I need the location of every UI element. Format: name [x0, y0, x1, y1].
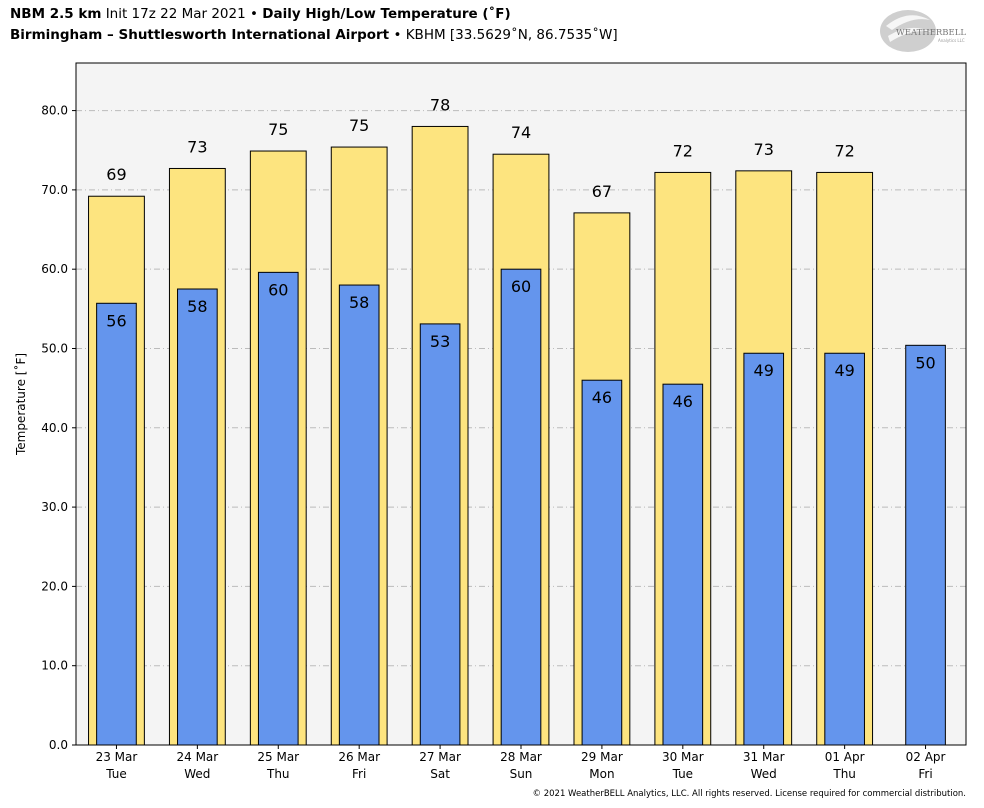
low-bar [96, 302, 137, 746]
x-tick-label-date: 02 Apr [906, 750, 946, 764]
station-name: Birmingham – Shuttlesworth International… [10, 27, 390, 43]
low-bar [257, 271, 299, 746]
low-label: 56 [106, 311, 126, 330]
high-label: 78 [430, 95, 450, 114]
x-tick-label-day: Mon [589, 767, 614, 781]
low-bar [824, 352, 865, 746]
low-label: 58 [187, 297, 207, 316]
header-line-1: NBM 2.5 km Init 17z 22 Mar 2021 • Daily … [10, 6, 511, 22]
chart-title: Daily High/Low Temperature (˚F) [262, 6, 511, 22]
low-label: 49 [834, 361, 854, 380]
separator: • [393, 27, 402, 43]
x-tick-label-date: 23 Mar [96, 750, 138, 764]
high-label: 72 [834, 141, 854, 160]
low-label: 60 [268, 280, 288, 299]
weatherbell-logo: WEATHERBELL Analytics LLC [880, 10, 966, 52]
low-bar [905, 344, 946, 746]
low-bar [500, 268, 542, 746]
high-label: 69 [106, 165, 126, 184]
logo-subtext: Analytics LLC [938, 38, 965, 43]
low-bar [581, 379, 623, 746]
low-bar [419, 323, 461, 746]
low-label: 58 [349, 293, 369, 312]
x-tick-label-date: 29 Mar [581, 750, 623, 764]
logo-text: WEATHERBELL [896, 28, 966, 38]
init-time: Init 17z 22 Mar 2021 [105, 6, 246, 22]
x-tick-label-day: Sun [510, 767, 533, 781]
low-label: 50 [915, 353, 935, 372]
x-tick-label-day: Fri [918, 767, 932, 781]
x-tick-label-date: 24 Mar [176, 750, 218, 764]
low-label: 49 [754, 361, 774, 380]
model-name: NBM 2.5 km [10, 6, 102, 22]
x-tick-label-date: 27 Mar [419, 750, 461, 764]
high-label: 74 [511, 123, 531, 142]
x-tick-label-day: Fri [352, 767, 366, 781]
low-bar [662, 383, 704, 746]
low-bar [338, 284, 380, 746]
y-tick-label: 30.0 [41, 500, 68, 514]
x-tick-label-date: 28 Mar [500, 750, 542, 764]
y-tick-label: 20.0 [41, 579, 68, 593]
high-label: 73 [754, 140, 774, 159]
x-tick-label-day: Wed [184, 767, 210, 781]
low-label: 46 [592, 388, 612, 407]
data-labels: 69 56 73 58 75 60 75 58 78 53 74 60 67 46 72 46 73 49 72 49… [106, 95, 935, 411]
y-tick-label: 10.0 [41, 659, 68, 673]
high-label: 67 [592, 182, 612, 201]
x-tick-label-day: Thu [832, 767, 856, 781]
separator: • [250, 6, 258, 22]
y-tick-label: 40.0 [41, 421, 68, 435]
x-tick-label-date: 30 Mar [662, 750, 704, 764]
y-tick-label: 80.0 [41, 104, 68, 118]
x-tick-label-day: Tue [672, 767, 694, 781]
high-label: 73 [187, 137, 207, 156]
x-tick-label-date: 25 Mar [257, 750, 299, 764]
copyright-notice: © 2021 WeatherBELL Analytics, LLC. All r… [532, 789, 966, 799]
x-tick-label-day: Thu [266, 767, 290, 781]
y-tick-label: 60.0 [41, 262, 68, 276]
x-tick-label-date: 31 Mar [743, 750, 785, 764]
x-tick-label-date: 01 Apr [825, 750, 865, 764]
low-label: 60 [511, 277, 531, 296]
x-tick-label-day: Tue [105, 767, 127, 781]
low-label: 46 [673, 392, 693, 411]
x-axis: 23 Mar Tue 24 Mar Wed 25 Mar Thu 26 Mar Fri 27 M… [96, 745, 946, 781]
y-axis-label: Temperature [˚F] [13, 353, 28, 456]
station-info: KBHM [33.5629˚N, 86.7535˚W] [405, 27, 618, 43]
x-tick-label-date: 26 Mar [338, 750, 380, 764]
y-tick-label: 70.0 [41, 183, 68, 197]
x-tick-label-day: Wed [751, 767, 777, 781]
low-label: 53 [430, 332, 450, 351]
low-bar [177, 288, 218, 746]
y-tick-label: 0.0 [49, 738, 68, 752]
high-label: 75 [268, 120, 288, 139]
high-label: 75 [349, 116, 369, 135]
low-bar [743, 352, 785, 746]
low-temperature-series [96, 268, 946, 746]
header-line-2: Birmingham – Shuttlesworth International… [10, 27, 618, 43]
x-tick-label-day: Sat [430, 767, 450, 781]
high-label: 72 [673, 141, 693, 160]
y-tick-label: 50.0 [41, 341, 68, 355]
y-axis: 0.0 10.0 20.0 30.0 40.0 50.0 60.0 70.0 80.0 [41, 104, 76, 752]
